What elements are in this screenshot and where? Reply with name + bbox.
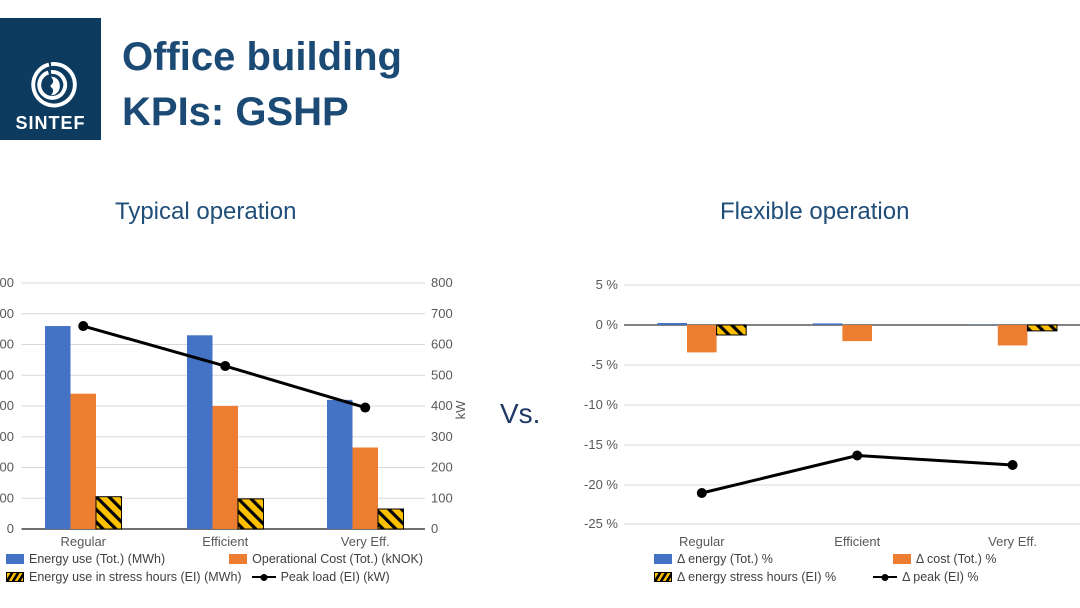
svg-text:800: 800	[431, 275, 453, 290]
svg-text:500: 500	[431, 367, 453, 382]
svg-text:-10 %: -10 %	[584, 397, 618, 412]
svg-text:5 %: 5 %	[596, 277, 619, 292]
svg-text:00: 00	[0, 275, 14, 290]
svg-text:00: 00	[0, 460, 14, 475]
svg-text:-25 %: -25 %	[584, 516, 618, 531]
svg-text:0: 0	[431, 521, 438, 536]
svg-text:00: 00	[0, 306, 14, 321]
svg-text:00: 00	[0, 337, 14, 352]
svg-text:kW: kW	[453, 400, 468, 420]
svg-text:Efficient: Efficient	[834, 534, 880, 549]
svg-text:700: 700	[431, 306, 453, 321]
svg-text:300: 300	[431, 429, 453, 444]
svg-text:100: 100	[431, 490, 453, 505]
svg-text:200: 200	[431, 460, 453, 475]
svg-text:Very Eff.: Very Eff.	[341, 534, 390, 549]
svg-text:00: 00	[0, 367, 14, 382]
svg-text:-15 %: -15 %	[584, 437, 618, 452]
svg-text:0 %: 0 %	[596, 317, 619, 332]
svg-text:Regular: Regular	[60, 534, 106, 549]
svg-text:400: 400	[431, 398, 453, 413]
svg-text:00: 00	[0, 429, 14, 444]
svg-text:00: 00	[0, 398, 14, 413]
svg-text:600: 600	[431, 337, 453, 352]
svg-text:00: 00	[0, 490, 14, 505]
svg-text:Very Eff.: Very Eff.	[988, 534, 1037, 549]
svg-text:-5 %: -5 %	[591, 357, 618, 372]
svg-text:Regular: Regular	[679, 534, 725, 549]
svg-text:Efficient: Efficient	[202, 534, 248, 549]
svg-text:0: 0	[7, 521, 14, 536]
svg-text:-20 %: -20 %	[584, 477, 618, 492]
